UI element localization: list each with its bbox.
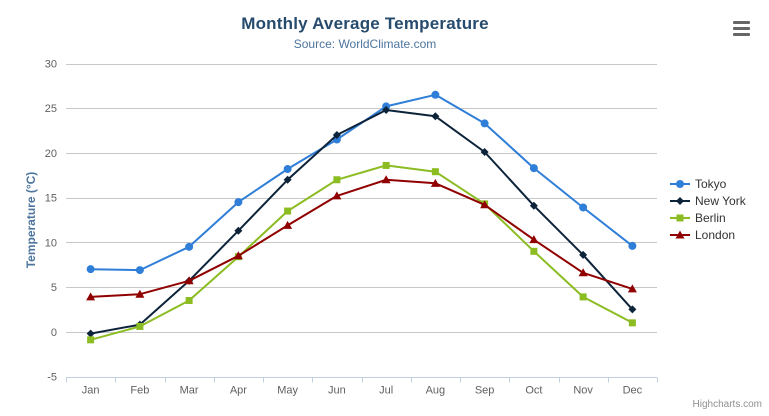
legend-symbol-diamond-icon xyxy=(670,197,690,205)
series-line-berlin[interactable] xyxy=(89,164,634,341)
data-point-tokyo-mar[interactable] xyxy=(185,242,194,251)
series-line-new-york[interactable] xyxy=(89,109,634,335)
data-point-london-mar[interactable] xyxy=(184,276,194,285)
data-point-tokyo-dec[interactable] xyxy=(628,241,637,250)
data-point-london-feb[interactable] xyxy=(135,289,145,298)
x-tick-label: Nov xyxy=(573,385,593,397)
credits-link[interactable]: Highcharts.com xyxy=(692,399,762,410)
data-point-new-york-dec[interactable] xyxy=(628,305,637,314)
chart-title: Monthly Average Temperature xyxy=(241,14,489,33)
x-tick-label: Sep xyxy=(475,385,495,397)
y-tick-label: 25 xyxy=(45,103,57,115)
data-point-london-dec[interactable] xyxy=(627,284,637,293)
legend-item-tokyo[interactable]: Tokyo xyxy=(670,177,746,191)
x-tick-label: Oct xyxy=(525,385,542,397)
data-point-tokyo-oct[interactable] xyxy=(529,164,538,173)
data-point-tokyo-sep[interactable] xyxy=(480,119,489,128)
data-point-tokyo-nov[interactable] xyxy=(579,203,588,212)
data-point-berlin-feb[interactable] xyxy=(136,322,144,330)
y-tick-label: 20 xyxy=(45,148,57,160)
data-point-new-york-nov[interactable] xyxy=(579,250,588,259)
data-point-new-york-may[interactable] xyxy=(283,175,292,184)
data-point-berlin-jul[interactable] xyxy=(382,161,390,169)
data-point-new-york-aug[interactable] xyxy=(431,112,440,121)
x-tick-label: Mar xyxy=(180,385,199,397)
y-tick-label: 0 xyxy=(51,327,57,339)
hamburger-icon-bar xyxy=(733,21,750,24)
hamburger-icon-bar xyxy=(733,27,750,30)
y-axis-title: Temperature (°C) xyxy=(24,171,38,269)
chart-subtitle: Source: WorldClimate.com xyxy=(293,37,437,51)
data-point-tokyo-feb[interactable] xyxy=(135,266,144,275)
y-tick-label: -5 xyxy=(47,372,57,384)
data-point-london-sep[interactable] xyxy=(480,200,490,209)
data-point-tokyo-jan[interactable] xyxy=(86,265,95,274)
legend-symbol-circle-icon xyxy=(670,180,690,188)
data-point-berlin-oct[interactable] xyxy=(530,247,538,255)
hamburger-icon-bar xyxy=(733,33,750,36)
x-tick-label: Jan xyxy=(82,385,100,397)
data-point-tokyo-apr[interactable] xyxy=(234,198,243,207)
y-tick-label: 15 xyxy=(45,193,57,205)
legend-item-berlin[interactable]: Berlin xyxy=(670,211,746,225)
data-point-new-york-apr[interactable] xyxy=(234,226,243,235)
legend-item-label: London xyxy=(695,228,736,242)
data-point-london-oct[interactable] xyxy=(529,235,539,244)
x-tick-label: Jun xyxy=(328,385,346,397)
data-point-berlin-nov[interactable] xyxy=(579,293,587,301)
data-point-london-aug[interactable] xyxy=(430,178,440,187)
series-london[interactable] xyxy=(86,175,637,301)
x-tick-label: Feb xyxy=(130,385,149,397)
x-tick-label: Jul xyxy=(379,385,393,397)
data-point-berlin-mar[interactable] xyxy=(185,296,193,304)
data-point-berlin-dec[interactable] xyxy=(628,319,636,327)
data-point-london-may[interactable] xyxy=(283,220,293,229)
data-point-berlin-jun[interactable] xyxy=(333,176,341,184)
legend-item-london[interactable]: London xyxy=(670,228,746,242)
data-point-london-jun[interactable] xyxy=(332,191,342,200)
x-tick-label: Dec xyxy=(623,385,643,397)
data-point-berlin-may[interactable] xyxy=(284,207,292,215)
legend: Tokyo New York Berlin London xyxy=(670,177,746,242)
data-point-london-jan[interactable] xyxy=(86,292,96,301)
legend-item-label: Tokyo xyxy=(695,177,727,191)
legend-item-label: Berlin xyxy=(695,211,726,225)
data-point-new-york-jan[interactable] xyxy=(86,329,95,338)
data-point-tokyo-may[interactable] xyxy=(283,165,292,174)
data-point-berlin-aug[interactable] xyxy=(431,168,439,176)
y-tick-label: 30 xyxy=(45,59,57,71)
data-point-london-apr[interactable] xyxy=(233,251,243,260)
legend-item-new-york[interactable]: New York xyxy=(670,194,746,208)
data-point-new-york-jul[interactable] xyxy=(382,106,391,115)
data-point-tokyo-aug[interactable] xyxy=(431,90,440,99)
x-tick-label: Apr xyxy=(230,385,247,397)
data-point-london-jul[interactable] xyxy=(381,175,391,184)
data-point-london-nov[interactable] xyxy=(578,268,588,277)
legend-symbol-square-icon xyxy=(670,214,690,222)
y-tick-label: 5 xyxy=(51,282,57,294)
legend-symbol-triangle-icon xyxy=(670,230,690,239)
x-tick-label: Aug xyxy=(426,385,446,397)
legend-item-label: New York xyxy=(695,194,746,208)
export-menu-button[interactable] xyxy=(733,20,753,37)
data-point-berlin-jan[interactable] xyxy=(87,336,95,344)
x-tick-label: May xyxy=(277,385,298,397)
y-tick-label: 10 xyxy=(45,237,57,249)
data-point-new-york-jun[interactable] xyxy=(332,131,341,140)
data-point-new-york-sep[interactable] xyxy=(480,148,489,157)
series-line-tokyo[interactable] xyxy=(89,93,634,272)
series-tokyo[interactable] xyxy=(86,90,637,275)
series-new-york[interactable] xyxy=(86,106,637,338)
data-point-new-york-oct[interactable] xyxy=(529,201,538,210)
series-line-london[interactable] xyxy=(89,178,634,298)
